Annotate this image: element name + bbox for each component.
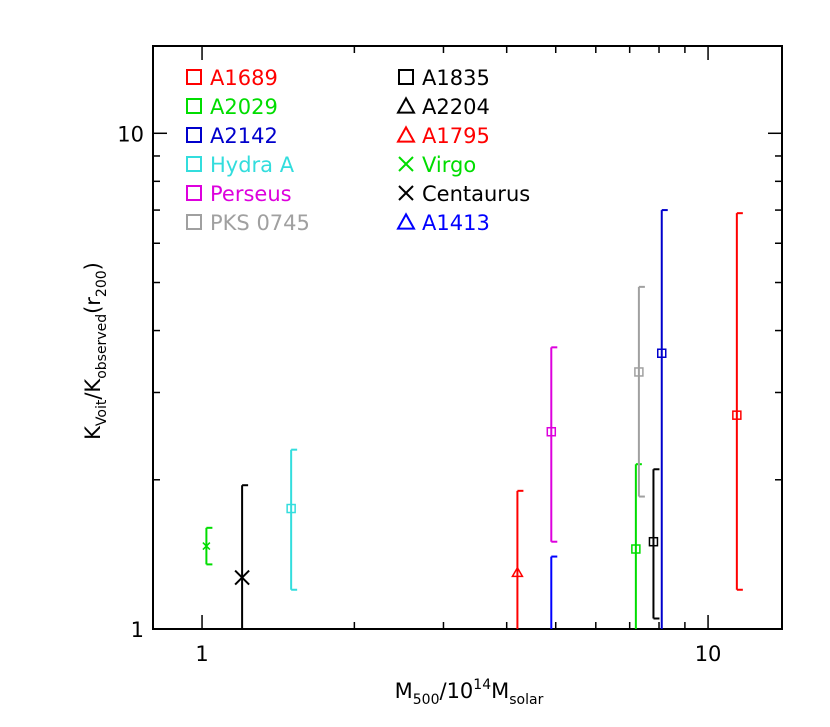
- y-axis-title: KVoit/Kobserved(r200): [81, 262, 110, 440]
- legend-label-centaurus: Centaurus: [422, 182, 530, 206]
- legend-label-hydra-a: Hydra A: [210, 153, 295, 177]
- legend-marker-a1413: [396, 212, 416, 230]
- point-perseus: [546, 426, 557, 437]
- legend-marker-a2204: [396, 96, 416, 114]
- legend-marker-virgo: [398, 156, 414, 172]
- legend-marker-a1689: [186, 69, 202, 85]
- y-tick-label: 1: [131, 618, 144, 642]
- legend-marker-perseus: [186, 185, 202, 201]
- legend-label-virgo: Virgo: [422, 153, 476, 177]
- point-a2142: [656, 348, 667, 358]
- plot-layer: 1 10 1 10 A1689 A2029 A2142 Hydra A Perseus PKS 0…: [117, 45, 783, 666]
- legend-label-a2142: A2142: [210, 124, 278, 148]
- legend-marker-a1795: [396, 125, 416, 143]
- point-virgo: [202, 542, 211, 551]
- point-a1689: [732, 410, 742, 420]
- point-a2029: [631, 544, 641, 554]
- x-tick-label: 10: [695, 642, 722, 666]
- point-centaurus: [234, 569, 250, 586]
- legend-marker-a2142: [186, 127, 202, 143]
- point-pks-0745: [634, 367, 644, 377]
- legend-label-perseus: Perseus: [210, 182, 292, 206]
- point-a1835: [648, 536, 659, 547]
- plot-frame: [152, 45, 783, 630]
- legend-label-a2029: A2029: [210, 95, 278, 119]
- legend-label-a1689: A1689: [210, 66, 278, 90]
- x-tick-label: 1: [195, 642, 208, 666]
- legend-marker-hydra-a: [186, 156, 202, 172]
- x-axis-title: M500/1014Msolar: [395, 677, 544, 708]
- legend-label-a1795: A1795: [422, 124, 490, 148]
- legend-label-a2204: A2204: [422, 95, 490, 119]
- legend-label-pks-0745: PKS 0745: [210, 211, 310, 235]
- legend-label-a1835: A1835: [422, 66, 490, 90]
- legend-marker-pks-0745: [186, 214, 202, 230]
- point-a1795: [511, 566, 524, 578]
- y-tick-label: 10: [117, 122, 144, 146]
- point-hydra-a: [286, 503, 296, 514]
- legend-label-a1413: A1413: [422, 211, 490, 235]
- legend-marker-a2029: [186, 98, 202, 114]
- legend-marker-a1835: [398, 69, 414, 85]
- legend-marker-centaurus: [398, 185, 414, 201]
